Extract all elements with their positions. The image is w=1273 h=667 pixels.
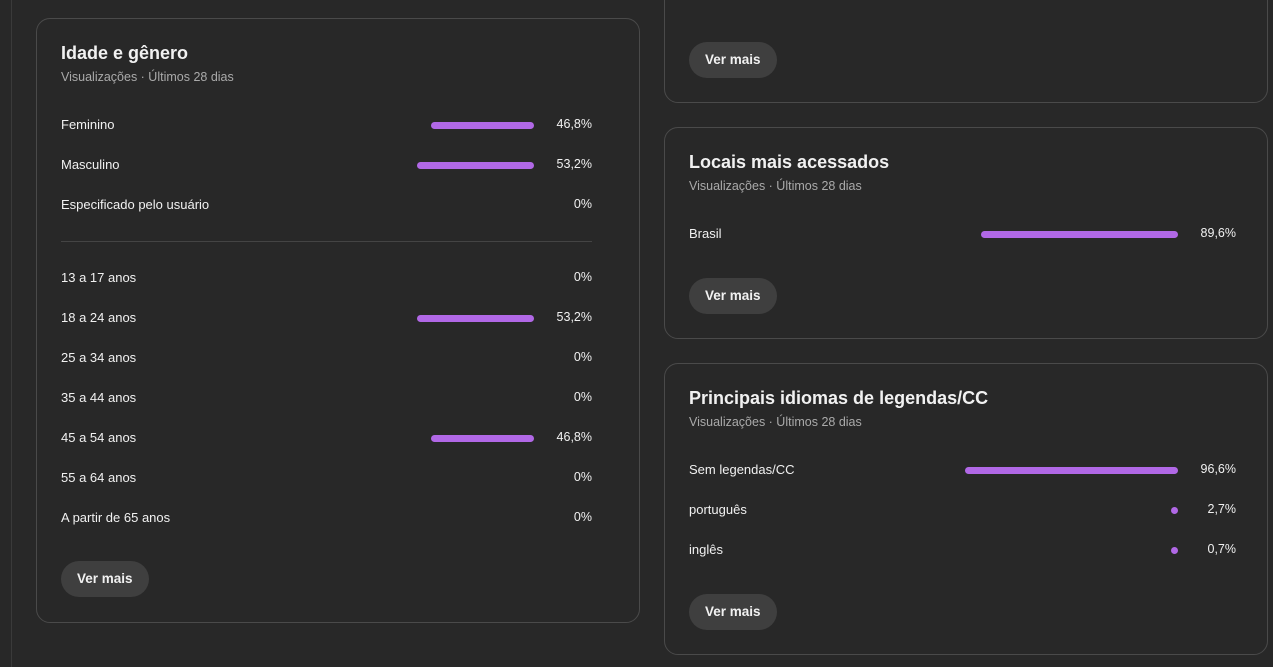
age-label: 35 a 44 anos [61, 390, 137, 405]
age-percent: 0% [573, 270, 592, 284]
top-card: Ver mais [664, 0, 1268, 103]
language-label: Sem legendas/CC [689, 462, 795, 477]
age-label: 18 a 24 anos [61, 310, 137, 325]
gender-label: Feminino [61, 117, 115, 132]
page-left-edge [11, 0, 12, 667]
age-bar [417, 315, 534, 322]
age-gender-subtitle: Visualizações · Últimos 28 dias [61, 70, 234, 84]
age-row: 18 a 24 anos 53,2% [61, 308, 592, 328]
gender-percent: 46,8% [556, 117, 592, 131]
age-row: 25 a 34 anos 0% [61, 348, 592, 368]
age-gender-card: Idade e gênero Visualizações · Últimos 2… [36, 18, 640, 623]
language-percent: 0,7% [1207, 542, 1237, 556]
gender-bar [417, 162, 534, 169]
locations-title: Locais mais acessados [689, 152, 890, 172]
location-label: Brasil [689, 226, 722, 241]
age-bar [431, 435, 534, 442]
age-label: 45 a 54 anos [61, 430, 137, 445]
see-more-button[interactable]: Ver mais [689, 42, 777, 78]
location-percent: 89,6% [1200, 226, 1236, 240]
language-bar [1171, 547, 1178, 554]
age-percent: 53,2% [556, 310, 592, 324]
language-row: Sem legendas/CC 96,6% [689, 460, 1236, 480]
language-percent: 96,6% [1200, 462, 1236, 476]
gender-bar [431, 122, 534, 129]
see-more-button[interactable]: Ver mais [689, 278, 777, 314]
language-bar [965, 467, 1178, 474]
language-label: inglês [689, 542, 723, 557]
gender-row: Feminino 46,8% [61, 115, 592, 135]
age-percent: 0% [573, 350, 592, 364]
gender-row: Especificado pelo usuário 0% [61, 195, 592, 215]
language-percent: 2,7% [1207, 502, 1237, 516]
age-label: 55 a 64 anos [61, 470, 137, 485]
age-gender-title: Idade e gênero [61, 43, 189, 63]
subtitles-subtitle: Visualizações · Últimos 28 dias [689, 415, 862, 429]
subtitles-title: Principais idiomas de legendas/CC [689, 388, 989, 408]
age-label: A partir de 65 anos [61, 510, 171, 525]
gender-label: Especificado pelo usuário [61, 197, 210, 212]
age-percent: 46,8% [556, 430, 592, 444]
language-bar [1171, 507, 1178, 514]
location-bar [981, 231, 1178, 238]
locations-card: Locais mais acessados Visualizações · Úl… [664, 127, 1268, 339]
gender-percent: 0% [573, 197, 592, 211]
locations-subtitle: Visualizações · Últimos 28 dias [689, 179, 862, 193]
language-row: português 2,7% [689, 500, 1236, 520]
age-row: 45 a 54 anos 46,8% [61, 428, 592, 448]
language-row: inglês 0,7% [689, 540, 1236, 560]
subtitles-card: Principais idiomas de legendas/CC Visual… [664, 363, 1268, 655]
gender-row: Masculino 53,2% [61, 155, 592, 175]
age-row: 35 a 44 anos 0% [61, 388, 592, 408]
section-divider [61, 241, 592, 242]
age-percent: 0% [573, 510, 592, 524]
age-percent: 0% [573, 470, 592, 484]
age-percent: 0% [573, 390, 592, 404]
gender-label: Masculino [61, 157, 120, 172]
location-row: Brasil 89,6% [689, 224, 1236, 244]
age-label: 13 a 17 anos [61, 270, 137, 285]
age-row: A partir de 65 anos 0% [61, 508, 592, 528]
see-more-button[interactable]: Ver mais [61, 561, 149, 597]
age-row: 55 a 64 anos 0% [61, 468, 592, 488]
age-row: 13 a 17 anos 0% [61, 268, 592, 288]
gender-percent: 53,2% [556, 157, 592, 171]
language-label: português [689, 502, 747, 517]
see-more-button[interactable]: Ver mais [689, 594, 777, 630]
age-label: 25 a 34 anos [61, 350, 137, 365]
